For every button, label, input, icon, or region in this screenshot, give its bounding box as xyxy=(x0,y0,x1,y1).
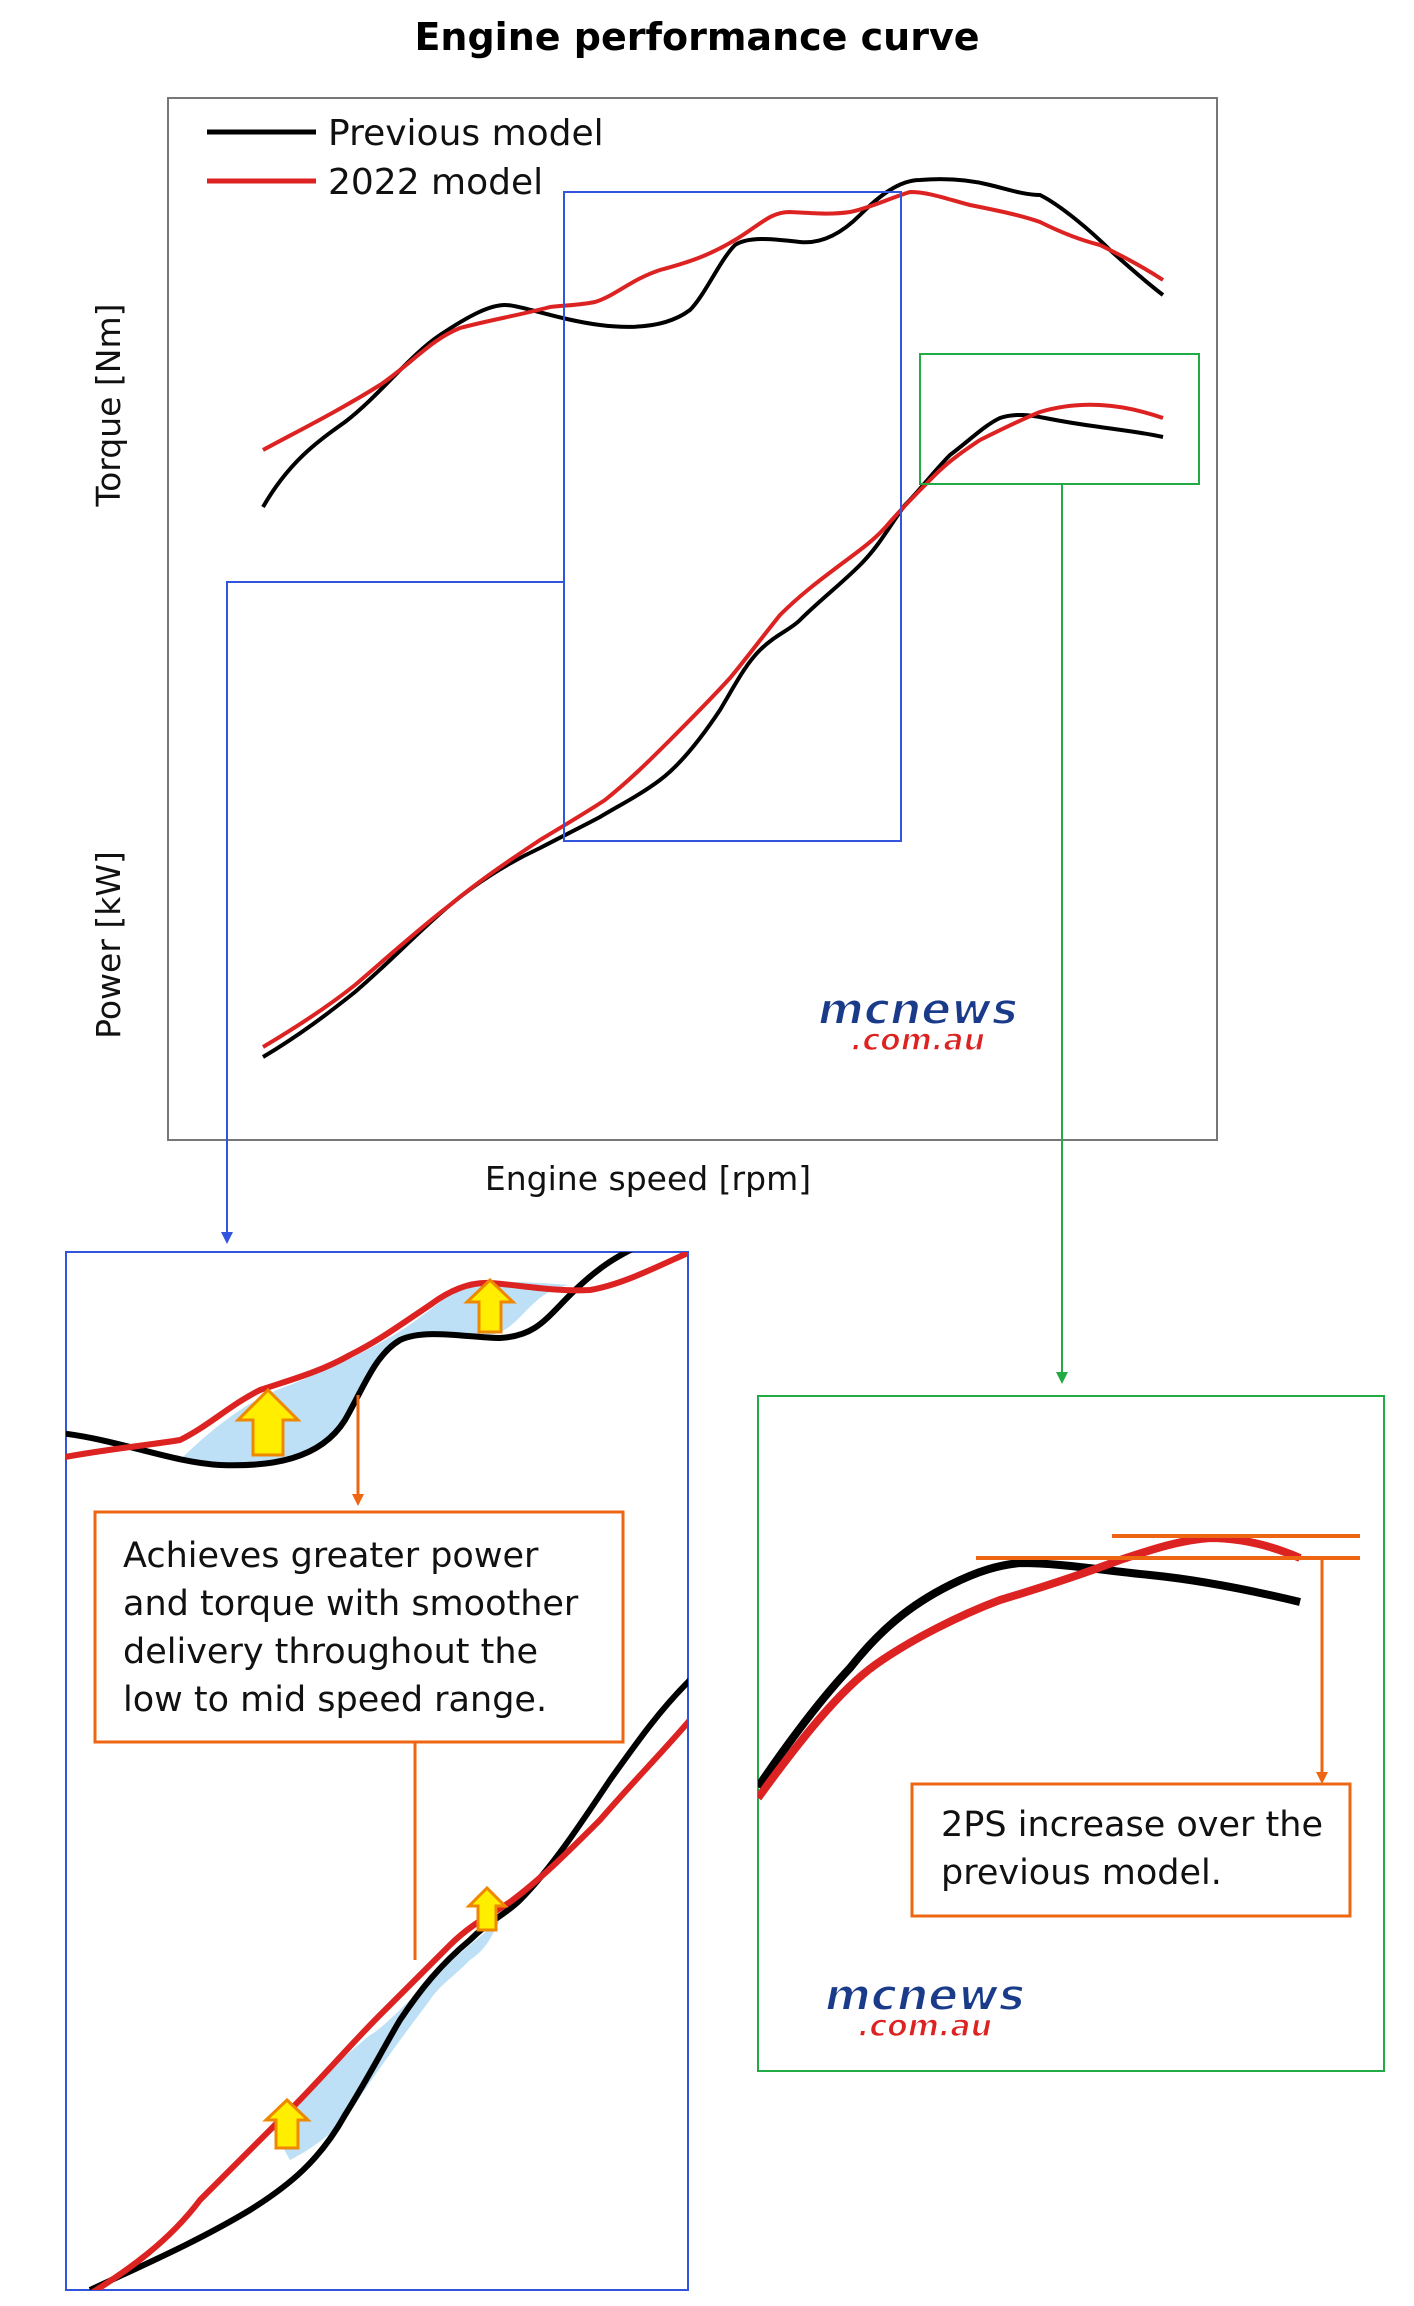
torque-line-2022 xyxy=(262,189,1165,452)
left-note-box xyxy=(93,1510,625,1744)
left-power-previous xyxy=(88,1677,688,2290)
watermark-line2: .com.au xyxy=(851,1023,985,1058)
mcnews-logo-zoom: mcnews .com.au xyxy=(824,1969,1026,2045)
plot-frame xyxy=(167,97,1218,1141)
power-line-2022 xyxy=(261,402,1164,1049)
green-zoom-region xyxy=(919,353,1200,485)
left-note-line-4: low to mid speed range. xyxy=(123,1680,547,1720)
left-shade-power xyxy=(270,1920,500,2160)
right-note-line-2: previous model. xyxy=(941,1853,1222,1893)
watermark-line1: mcnews xyxy=(818,984,1018,1035)
left-note-line-2: and torque with smoother xyxy=(123,1584,579,1624)
left-note-line-3: delivery throughout the xyxy=(123,1632,538,1672)
blue-connector-arrow xyxy=(221,581,564,1244)
left-uparrow-4 xyxy=(262,2097,312,2150)
left-power-2022 xyxy=(90,1718,688,2290)
power-axis-label: Power [kW] xyxy=(89,851,128,1039)
right-note-box xyxy=(910,1782,1352,1918)
mcnews-logo-main: mcnews .com.au xyxy=(817,983,1019,1059)
legend-label-2022: 2022 model xyxy=(328,162,543,203)
power-line-previous xyxy=(261,413,1164,1059)
left-note-line-1: Achieves greater power xyxy=(123,1536,539,1576)
left-zoom-panel xyxy=(65,1251,689,2291)
watermark-zoom-line2: .com.au xyxy=(858,2009,992,2044)
torque-line-previous xyxy=(261,177,1165,508)
blue-zoom-region xyxy=(563,191,902,842)
left-uparrow-1 xyxy=(234,1387,302,1457)
legend-label-previous: Previous model xyxy=(328,113,604,154)
left-torque-2022 xyxy=(66,1252,688,1460)
watermark-zoom-line1: mcnews xyxy=(825,1970,1025,2021)
right-note-line-1: 2PS increase over the xyxy=(941,1805,1323,1845)
left-uparrow-2 xyxy=(463,1277,517,1334)
torque-axis-label: Torque [Nm] xyxy=(89,304,128,508)
right-zoom-panel xyxy=(757,1395,1385,2072)
left-uparrow-3 xyxy=(465,1885,509,1932)
left-torque-previous xyxy=(66,1252,633,1469)
left-zoom-contents xyxy=(66,1252,688,2290)
chart-title: Engine performance curve xyxy=(414,15,979,59)
legend: Previous model 2022 model xyxy=(207,113,604,203)
right-power-previous xyxy=(758,1558,1301,1790)
x-axis-label: Engine speed [rpm] xyxy=(485,1159,811,1198)
main-curves xyxy=(261,177,1165,1059)
